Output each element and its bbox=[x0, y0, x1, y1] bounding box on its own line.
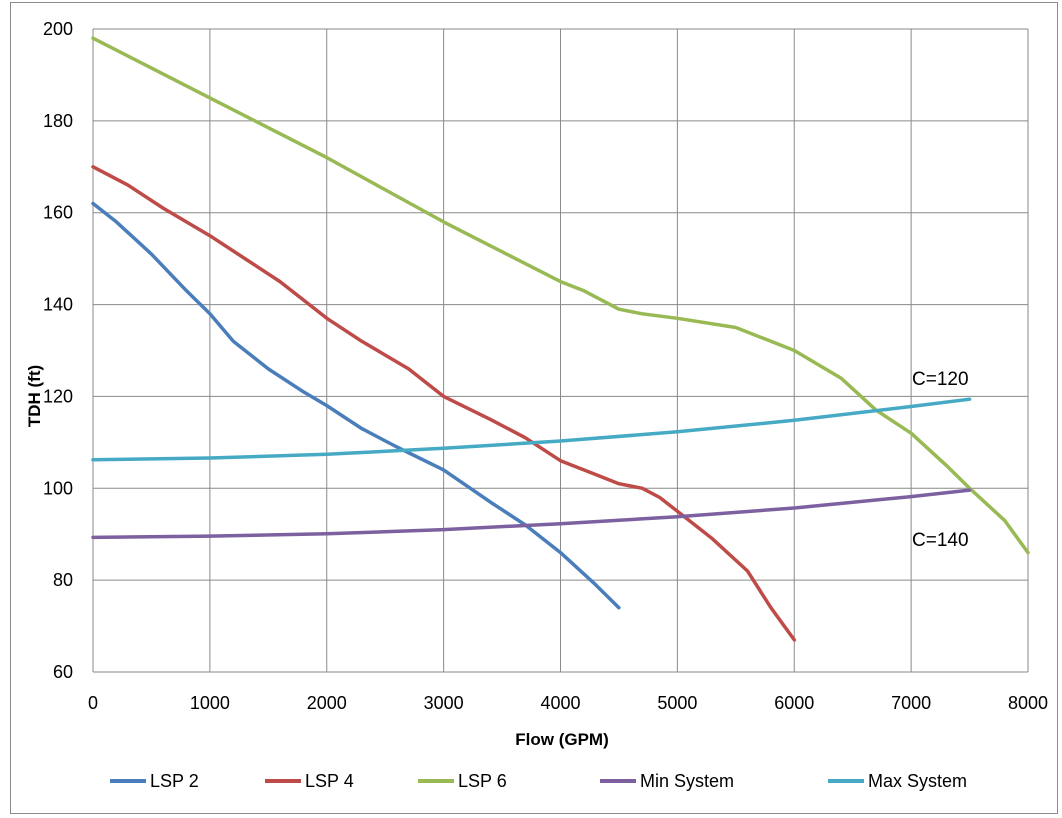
x-tick-label: 5000 bbox=[657, 693, 697, 713]
chart-frame bbox=[10, 2, 1058, 814]
series-line-max-system bbox=[91, 397, 972, 462]
y-tick-label: 180 bbox=[43, 111, 73, 131]
series-lines bbox=[91, 36, 1030, 642]
y-tick-label: 160 bbox=[43, 203, 73, 223]
legend: LSP 2 LSP 4 LSP 6 Min System Max System bbox=[110, 771, 967, 791]
series-line-lsp-6 bbox=[91, 36, 1030, 555]
legend-label: Max System bbox=[868, 771, 967, 791]
x-tick-label: 7000 bbox=[891, 693, 931, 713]
series-line-lsp-2 bbox=[91, 201, 621, 610]
y-tick-label: 120 bbox=[43, 386, 73, 406]
x-tick-label: 2000 bbox=[307, 693, 347, 713]
y-tick-label: 60 bbox=[53, 662, 73, 682]
annotation-label: C=120 bbox=[912, 369, 969, 390]
x-tick-label: 3000 bbox=[424, 693, 464, 713]
legend-label: LSP 2 bbox=[150, 771, 199, 791]
x-tick-label: 6000 bbox=[774, 693, 814, 713]
x-tick-label: 4000 bbox=[540, 693, 580, 713]
y-tick-label: 200 bbox=[43, 19, 73, 39]
annotation-label: C=140 bbox=[912, 530, 969, 551]
x-tick-label: 0 bbox=[88, 693, 98, 713]
x-axis-title: Flow (GPM) bbox=[515, 730, 608, 749]
y-tick-label: 140 bbox=[43, 295, 73, 315]
x-tick-labels: 0 1000 2000 3000 4000 5000 6000 7000 8000 bbox=[88, 693, 1048, 713]
legend-label: Min System bbox=[640, 771, 734, 791]
series-line-lsp-4 bbox=[91, 165, 797, 642]
legend-label: LSP 6 bbox=[458, 771, 507, 791]
x-tick-label: 1000 bbox=[190, 693, 230, 713]
grid bbox=[92, 28, 1029, 673]
y-tick-labels: 60 80 100 120 140 160 180 200 bbox=[43, 19, 73, 682]
y-tick-label: 80 bbox=[53, 570, 73, 590]
y-tick-label: 100 bbox=[43, 478, 73, 498]
legend-label: LSP 4 bbox=[305, 771, 354, 791]
series-line-min-system bbox=[91, 488, 972, 540]
annotations: C=120 C=140 bbox=[912, 369, 969, 551]
y-axis-title: TDH (ft) bbox=[25, 365, 44, 427]
x-tick-label: 8000 bbox=[1008, 693, 1048, 713]
